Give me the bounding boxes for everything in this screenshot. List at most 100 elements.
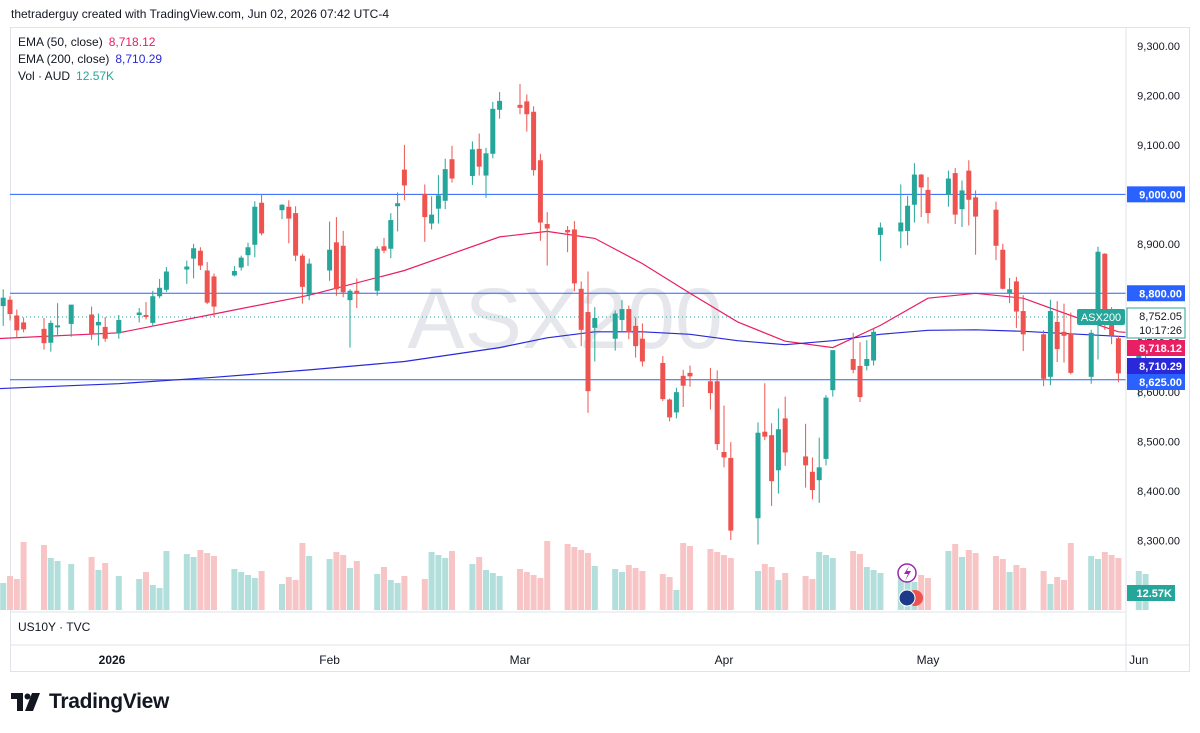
candle[interactable] <box>565 225 571 253</box>
candle[interactable] <box>395 192 401 232</box>
candle[interactable] <box>1047 299 1053 386</box>
candle[interactable] <box>857 342 863 403</box>
candle[interactable] <box>102 316 108 342</box>
tradingview-logo[interactable]: TradingView <box>11 690 169 714</box>
candle[interactable] <box>95 313 101 346</box>
candle[interactable] <box>340 230 346 298</box>
candle[interactable] <box>578 281 584 347</box>
candle[interactable] <box>571 221 577 292</box>
candle[interactable] <box>354 278 360 309</box>
candle[interactable] <box>299 253 305 304</box>
candle[interactable] <box>245 242 251 267</box>
legend-volume[interactable]: Vol · AUD 12.57K <box>18 68 114 84</box>
candle[interactable] <box>721 405 727 468</box>
candle[interactable] <box>89 306 95 340</box>
candle[interactable] <box>864 340 870 371</box>
candle[interactable] <box>585 271 591 413</box>
candle[interactable] <box>293 206 299 262</box>
candle[interactable] <box>14 309 20 338</box>
candle[interactable] <box>429 196 435 230</box>
candle[interactable] <box>782 396 788 466</box>
candle[interactable] <box>211 273 217 317</box>
candle[interactable] <box>1115 335 1121 383</box>
candle[interactable] <box>993 201 999 261</box>
candle[interactable] <box>163 267 169 292</box>
candle[interactable] <box>48 320 54 352</box>
candle[interactable] <box>809 457 815 500</box>
candle[interactable] <box>435 175 441 224</box>
candle[interactable] <box>1041 330 1047 387</box>
candle[interactable] <box>231 266 237 277</box>
candle[interactable] <box>830 350 836 397</box>
candle[interactable] <box>157 278 163 299</box>
candle[interactable] <box>871 327 877 366</box>
candle[interactable] <box>204 262 210 305</box>
candle[interactable] <box>707 367 713 410</box>
flag-event-icon[interactable] <box>898 589 916 607</box>
candle[interactable] <box>755 422 761 545</box>
candle[interactable] <box>7 296 13 321</box>
candle[interactable] <box>197 247 203 271</box>
candle[interactable] <box>728 442 734 541</box>
candle[interactable] <box>973 190 979 255</box>
candle[interactable] <box>1068 312 1074 375</box>
subpane-symbol-label[interactable]: US10Y · TVC <box>18 620 91 634</box>
candle[interactable] <box>191 243 197 279</box>
candle[interactable] <box>401 144 407 201</box>
candle[interactable] <box>918 174 924 218</box>
candle[interactable] <box>537 153 543 241</box>
candle[interactable] <box>952 168 958 225</box>
candle[interactable] <box>775 408 781 494</box>
candle[interactable] <box>388 213 394 259</box>
candle[interactable] <box>626 305 632 340</box>
candle[interactable] <box>714 370 720 451</box>
candle[interactable] <box>1020 295 1026 352</box>
candle[interactable] <box>959 180 965 227</box>
candle[interactable] <box>1088 329 1094 384</box>
candle[interactable] <box>762 383 768 441</box>
candle[interactable] <box>422 184 428 242</box>
candle[interactable] <box>945 170 951 207</box>
legend-ema50[interactable]: EMA (50, close) 8,718.12 <box>18 34 155 50</box>
candle[interactable] <box>544 212 550 266</box>
candle[interactable] <box>1054 301 1060 362</box>
candle[interactable] <box>925 177 931 224</box>
candle[interactable] <box>1061 303 1067 363</box>
candle[interactable] <box>823 395 829 466</box>
candle[interactable] <box>667 398 673 422</box>
candle[interactable] <box>673 387 679 419</box>
candle[interactable] <box>306 258 312 301</box>
candle[interactable] <box>905 195 911 246</box>
candle[interactable] <box>476 133 482 176</box>
candle[interactable] <box>327 221 333 281</box>
candle[interactable] <box>333 217 339 296</box>
candle[interactable] <box>592 307 598 362</box>
candle[interactable] <box>497 91 503 119</box>
candle[interactable] <box>490 101 496 159</box>
candle[interactable] <box>966 160 972 226</box>
candle[interactable] <box>442 158 448 210</box>
legend-ema200[interactable]: EMA (200, close) 8,710.29 <box>18 51 162 67</box>
candle[interactable] <box>469 141 475 185</box>
candle[interactable] <box>41 317 47 350</box>
candle[interactable] <box>911 163 917 223</box>
candle[interactable] <box>279 204 285 220</box>
candle[interactable] <box>639 323 645 367</box>
candle[interactable] <box>150 290 156 327</box>
candle[interactable] <box>1095 246 1101 360</box>
candle[interactable] <box>381 237 387 254</box>
candle[interactable] <box>680 369 686 407</box>
candle[interactable] <box>1000 243 1006 290</box>
candle[interactable] <box>259 193 265 236</box>
candle[interactable] <box>483 147 489 198</box>
candle[interactable] <box>136 308 142 323</box>
candle[interactable] <box>769 423 775 506</box>
candle[interactable] <box>898 184 904 249</box>
candle[interactable] <box>68 304 74 337</box>
candle[interactable] <box>116 315 122 339</box>
candle[interactable] <box>803 423 809 488</box>
candle[interactable] <box>660 356 666 402</box>
candle[interactable] <box>816 437 822 503</box>
candle[interactable] <box>55 303 61 337</box>
candle[interactable] <box>633 317 639 358</box>
